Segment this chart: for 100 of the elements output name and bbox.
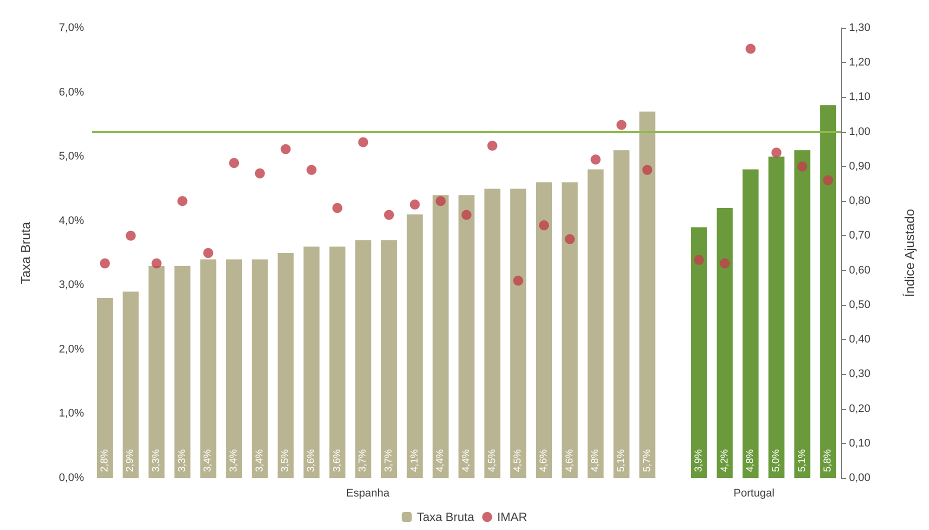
point <box>203 248 214 258</box>
bar <box>355 240 372 478</box>
y2-tick-label: 1,00 <box>849 126 870 138</box>
bar <box>794 150 810 478</box>
y2-tick-label: 1,20 <box>849 56 870 69</box>
bar <box>148 266 165 478</box>
point <box>823 175 834 186</box>
data-label: 2,9% <box>125 449 136 472</box>
bar <box>613 150 630 478</box>
point <box>152 258 162 268</box>
y-tick-label: 3,0% <box>58 279 84 292</box>
bar <box>406 214 423 478</box>
data-label: 4,4% <box>435 449 446 472</box>
point <box>254 168 265 178</box>
y-tick-label: 7,0% <box>58 22 84 34</box>
point <box>513 276 524 286</box>
legend-label: Taxa Bruta <box>416 510 475 524</box>
point <box>720 258 730 268</box>
data-label: 3,6% <box>332 449 343 472</box>
bar <box>458 195 475 478</box>
bar <box>381 240 398 478</box>
y-tick-label: 5,0% <box>58 150 84 163</box>
y2-tick-label: 0,50 <box>849 298 870 311</box>
data-label: 3,6% <box>306 449 318 472</box>
data-label: 3,7% <box>358 449 369 472</box>
bar <box>536 182 552 478</box>
y2-axis-title: Índice Ajustado <box>902 208 917 298</box>
point <box>332 203 342 213</box>
y2-tick-label: 1,10 <box>849 91 870 104</box>
bar <box>200 259 216 478</box>
bar <box>329 246 346 478</box>
y-axis-title: Taxa Bruta <box>18 221 33 284</box>
data-label: 3,7% <box>384 449 395 472</box>
point <box>100 258 110 268</box>
point <box>616 120 626 130</box>
point <box>436 196 446 206</box>
y2-tick-label: 0,80 <box>849 195 870 208</box>
y2-tick-label: 0,70 <box>849 230 870 242</box>
bar <box>820 105 836 478</box>
data-label: 4,8% <box>590 449 602 472</box>
bar <box>226 259 242 478</box>
y-tick-label: 2,0% <box>58 343 84 356</box>
y2-tick-label: 0,00 <box>849 472 870 484</box>
point <box>746 44 756 54</box>
bar <box>432 195 449 478</box>
point <box>306 164 317 175</box>
point <box>462 210 472 220</box>
point <box>410 200 420 210</box>
data-label: 4,6% <box>564 449 576 472</box>
y2-tick-label: 0,40 <box>849 334 870 346</box>
data-label: 3,4% <box>202 449 214 472</box>
point <box>590 154 601 165</box>
text: Portugal <box>734 488 774 500</box>
bar <box>510 188 526 478</box>
data-label: 4,2% <box>719 449 730 472</box>
y-tick-label: 0,0% <box>58 472 84 484</box>
point <box>177 196 188 206</box>
data-label: 5,7% <box>642 449 653 472</box>
data-label: 4,4% <box>461 449 472 472</box>
data-label: 2,8% <box>99 449 110 472</box>
data-label: 4,8% <box>745 449 756 472</box>
bar <box>768 156 784 478</box>
bar <box>122 292 139 478</box>
y2-tick-label: 0,60 <box>849 264 870 276</box>
bar <box>742 169 759 478</box>
data-label: 3,9% <box>693 449 704 472</box>
bar <box>716 208 733 478</box>
bar <box>562 182 578 478</box>
y2-tick-label: 0,20 <box>849 402 870 415</box>
data-label: 5,1% <box>796 449 808 472</box>
data-label: 4,5% <box>486 449 498 472</box>
point <box>797 161 808 172</box>
point <box>538 220 549 230</box>
bar <box>174 266 190 478</box>
y2-tick-label: 0,30 <box>849 368 870 380</box>
data-label: 5,1% <box>616 449 627 472</box>
text: Espanha <box>346 488 390 500</box>
data-label: 3,4% <box>228 449 240 472</box>
y-tick-label: 4,0% <box>58 214 84 227</box>
point <box>384 210 394 220</box>
point <box>229 158 240 168</box>
bar <box>278 253 294 478</box>
data-label: 3,3% <box>151 449 162 472</box>
y-tick-label: 1,0% <box>58 408 84 420</box>
bar <box>588 169 604 478</box>
bar <box>690 227 707 478</box>
point <box>358 137 368 148</box>
bar <box>639 112 656 478</box>
y2-tick-label: 1,30 <box>849 22 870 34</box>
data-label: 3,3% <box>176 449 188 472</box>
point <box>487 140 498 151</box>
point <box>126 230 136 241</box>
point <box>771 148 782 158</box>
legend-label: IMAR <box>497 510 528 524</box>
bar <box>484 188 500 478</box>
point <box>280 144 291 154</box>
point <box>694 254 704 265</box>
bar <box>252 259 268 478</box>
data-label: 5,0% <box>770 449 782 472</box>
y-tick-label: 6,0% <box>58 86 84 98</box>
